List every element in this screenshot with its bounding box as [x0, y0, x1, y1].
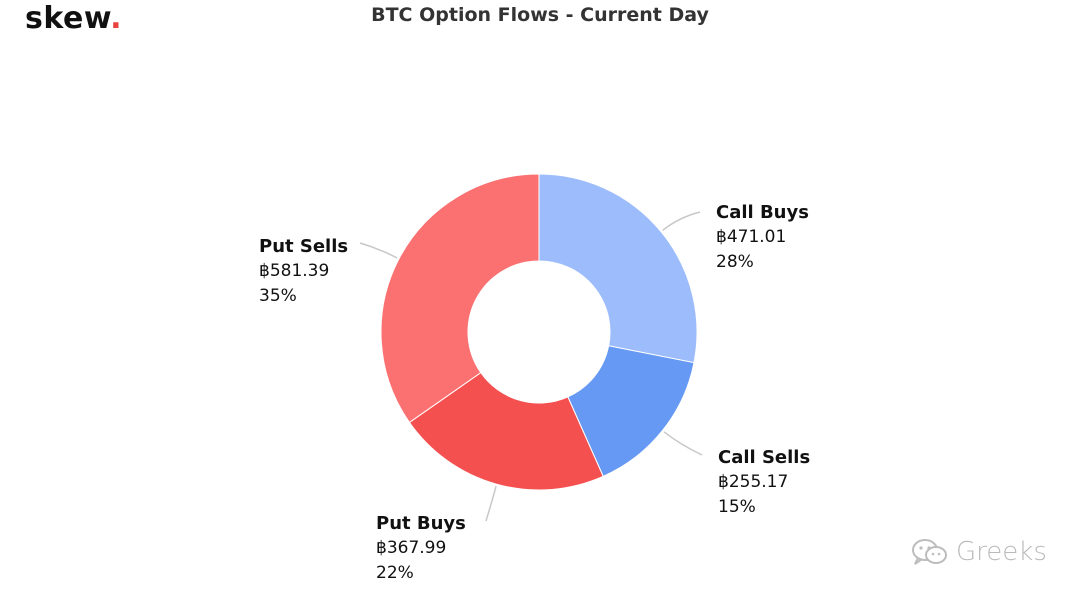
watermark: Greeks	[910, 537, 1047, 567]
chart-title: BTC Option Flows - Current Day	[371, 4, 709, 26]
logo-dot: .	[110, 1, 123, 36]
wechat-icon	[912, 539, 947, 565]
slice-percent-call-sells: 15%	[718, 497, 756, 517]
label-put-sells: Put Sells ฿581.39 35%	[259, 234, 348, 309]
slice-value-call-sells: ฿255.17	[718, 472, 789, 492]
chart-slices	[380, 173, 698, 491]
slice-value-call-buys: ฿471.01	[716, 227, 787, 247]
slice-percent-put-sells: 35%	[259, 286, 297, 306]
slice-name-put-buys: Put Buys	[376, 513, 466, 534]
slice-put-sells	[380, 173, 540, 424]
slice-percent-put-buys: 22%	[376, 563, 414, 583]
skew-logo: skew.	[25, 0, 122, 38]
watermark-text: Greeks	[956, 537, 1047, 567]
slice-name-call-buys: Call Buys	[716, 202, 809, 223]
slice-put-buys	[408, 371, 604, 491]
leader-line-put-sells	[359, 242, 398, 259]
slice-value-put-sells: ฿581.39	[259, 261, 330, 281]
leader-line-call-buys	[662, 211, 701, 232]
slice-name-call-sells: Call Sells	[718, 447, 811, 468]
leader-line-put-buys	[485, 485, 497, 522]
label-call-sells: Call Sells ฿255.17 15%	[718, 445, 810, 520]
leader-line-call-sells	[663, 431, 703, 456]
slice-name-put-sells: Put Sells	[259, 236, 349, 257]
label-call-buys: Call Buys ฿471.01 28%	[716, 200, 809, 275]
logo-text: skew	[25, 1, 111, 36]
label-put-buys: Put Buys ฿367.99 22%	[376, 511, 466, 586]
slice-call-sells	[567, 345, 695, 478]
slice-call-buys	[538, 173, 698, 364]
chart-leader-lines	[359, 211, 703, 522]
slice-value-put-buys: ฿367.99	[376, 538, 447, 558]
slice-percent-call-buys: 28%	[716, 252, 754, 272]
